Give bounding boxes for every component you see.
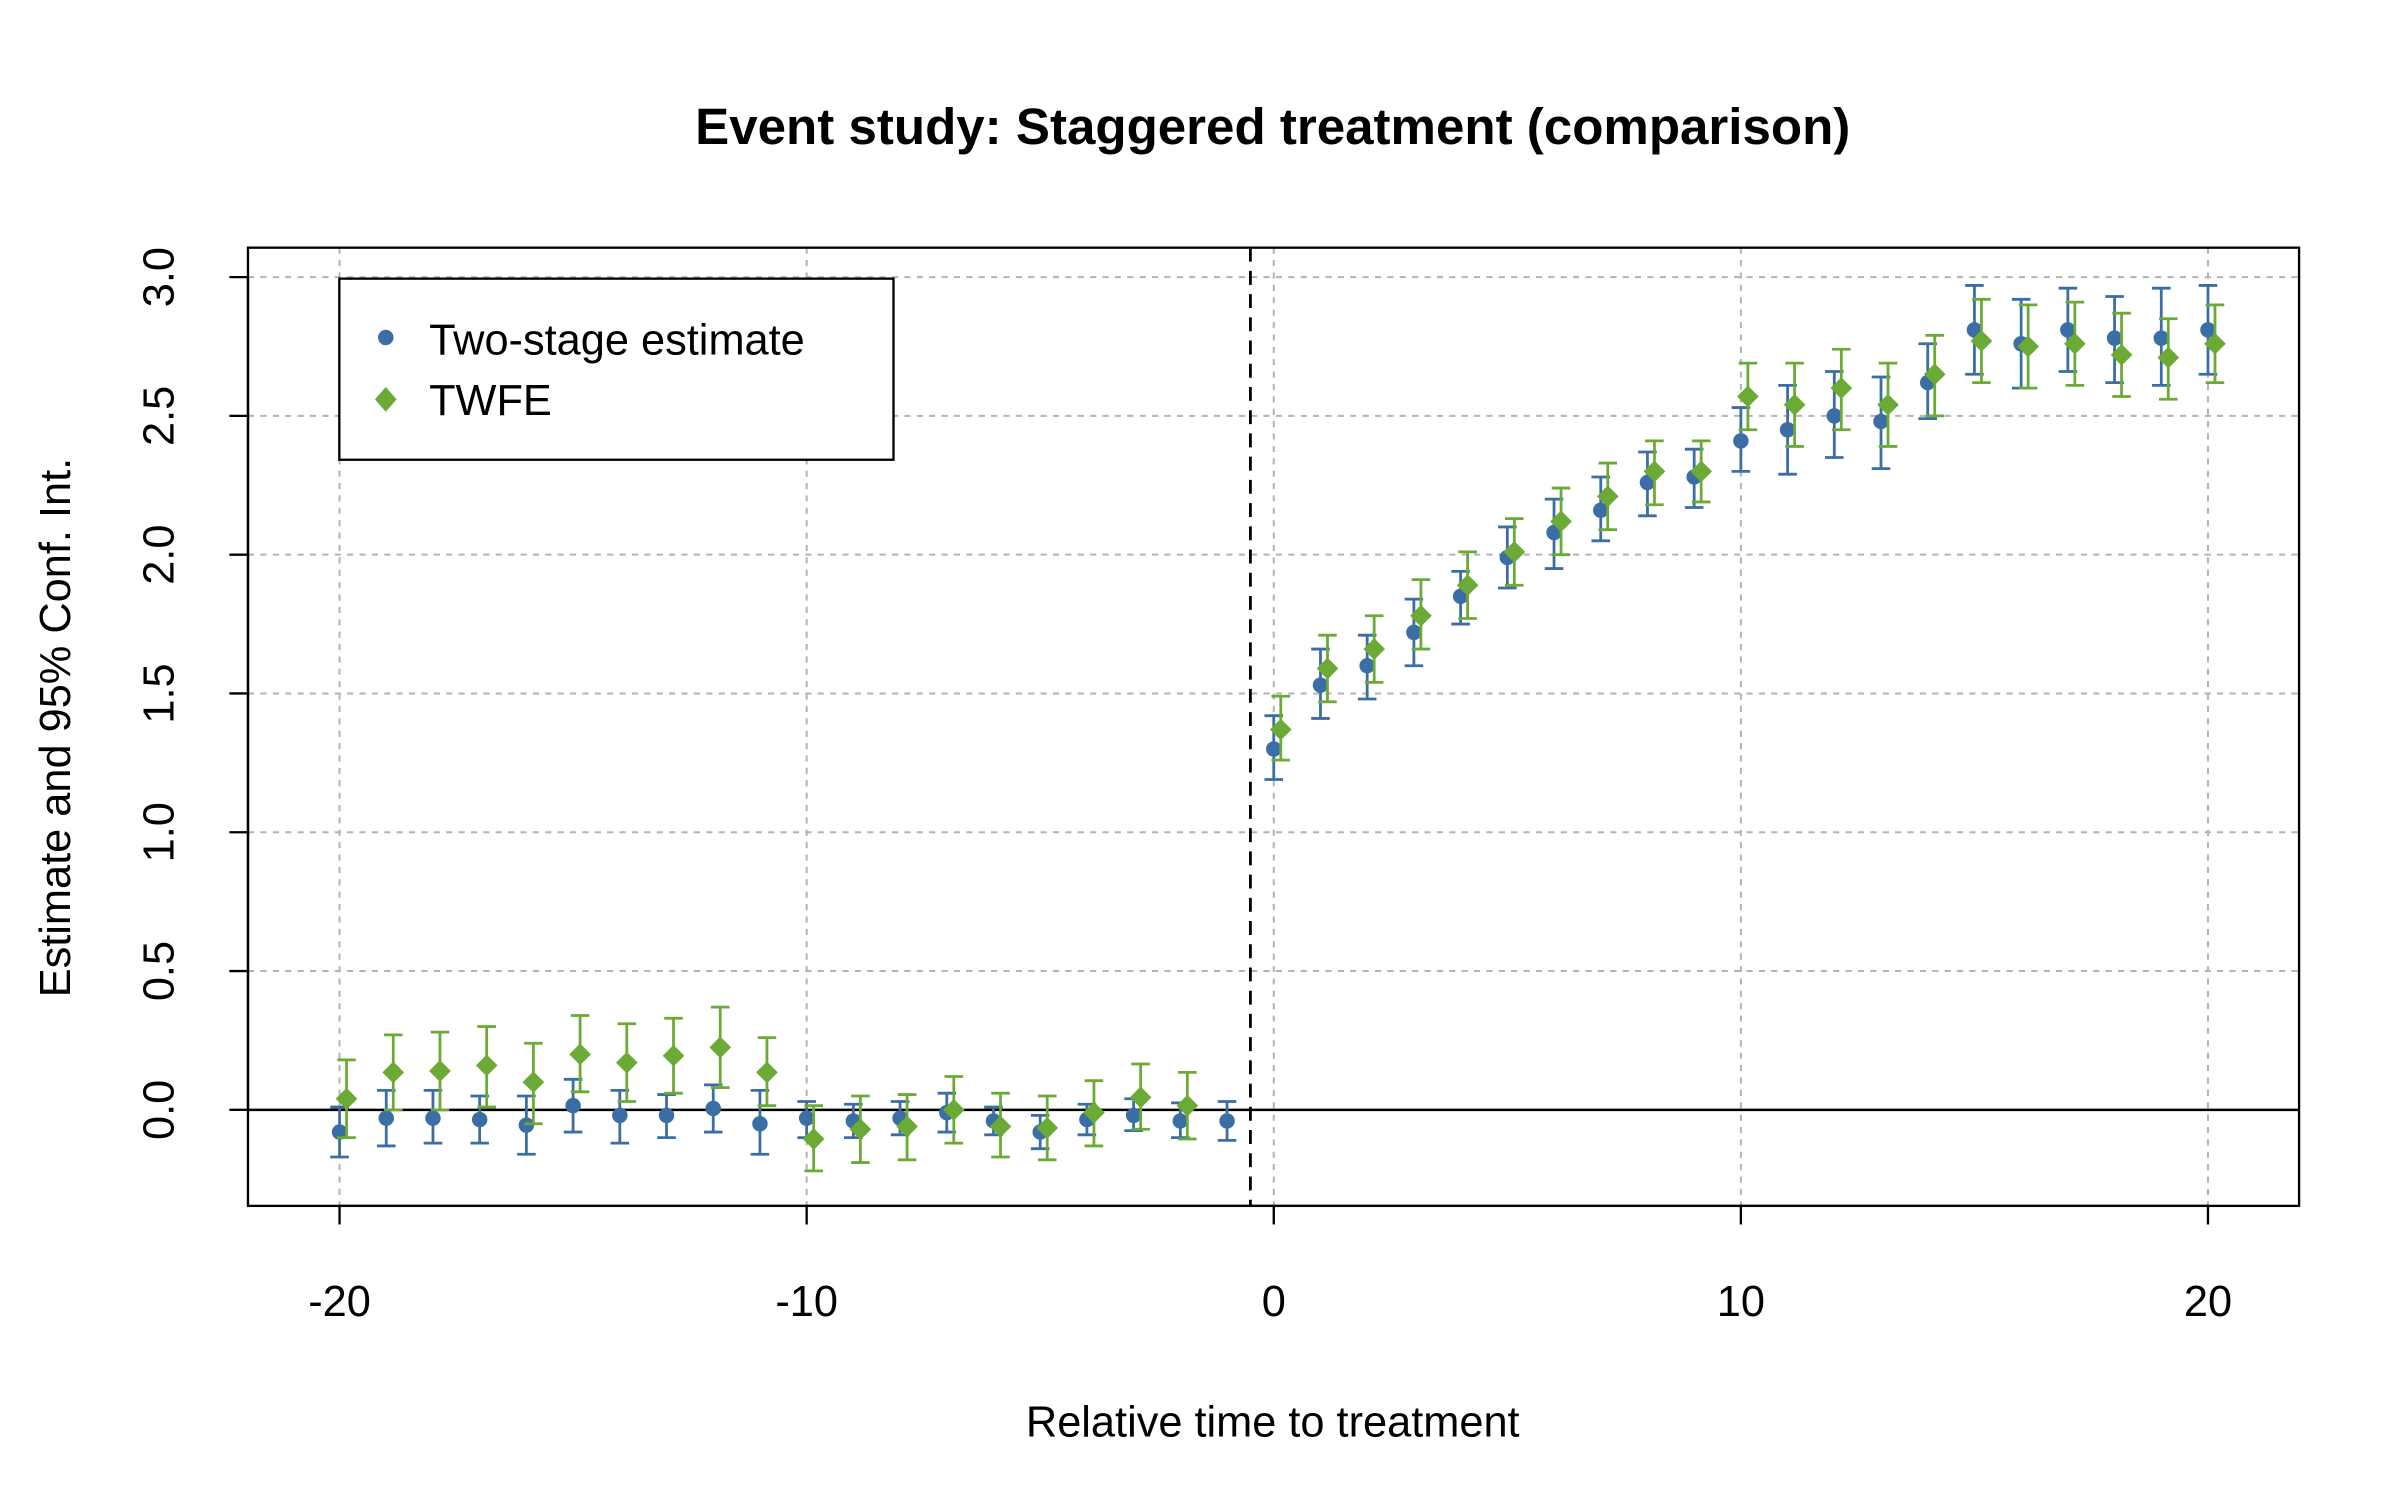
chart-title: Event study: Staggered treatment (compar…: [695, 98, 1850, 155]
data-point: [2017, 335, 2039, 358]
y-tick-label: 2.5: [136, 386, 184, 446]
data-point: [1737, 385, 1759, 408]
x-tick-label: 20: [2184, 1278, 2232, 1326]
data-point: [1593, 502, 1609, 519]
data-point: [989, 1115, 1012, 1138]
data-point: [849, 1118, 872, 1141]
y-tick-label: 2.0: [136, 525, 184, 585]
legend-marker-twfe: [374, 386, 397, 412]
data-point: [1877, 393, 1899, 416]
data-point: [331, 1124, 348, 1140]
x-axis: -20 -10 0 10 20: [308, 1204, 2232, 1326]
y-tick-label: 1.0: [136, 802, 184, 862]
data-point: [1970, 330, 1993, 352]
data-point: [1172, 1113, 1189, 1129]
data-point: [615, 1051, 638, 1074]
data-point: [2106, 330, 2123, 346]
data-point: [612, 1107, 628, 1124]
data-point: [1269, 718, 1292, 741]
data-point: [1125, 1107, 1142, 1124]
reference-lines: [247, 247, 2300, 1206]
data-point: [658, 1107, 675, 1124]
data-point: [1503, 541, 1526, 563]
data-point: [1826, 408, 1843, 424]
legend-marker-two-stage: [378, 329, 394, 346]
data-marks: [330, 284, 2226, 1173]
data-point: [2060, 322, 2076, 338]
data-point: [1456, 574, 1479, 597]
data-point: [1083, 1101, 1105, 1124]
legend-label-twfe: TWFE: [429, 377, 552, 425]
data-point: [522, 1071, 545, 1093]
y-tick-label: 3.0: [136, 247, 184, 307]
y-tick-label: 0.0: [136, 1080, 184, 1140]
data-point: [942, 1099, 965, 1121]
data-point: [662, 1044, 685, 1067]
data-point: [1550, 510, 1572, 533]
data-point: [1359, 657, 1375, 674]
data-point: [1779, 422, 1796, 438]
data-point: [1873, 413, 1889, 430]
data-point: [1176, 1094, 1199, 1117]
data-point: [1406, 624, 1422, 641]
x-tick-label: -20: [308, 1278, 371, 1326]
data-point: [1363, 638, 1386, 660]
data-point: [382, 1061, 405, 1084]
data-point: [1219, 1113, 1235, 1129]
data-point: [1316, 657, 1339, 680]
y-tick-label: 0.5: [136, 941, 184, 1001]
data-point: [802, 1128, 825, 1150]
data-point: [565, 1097, 581, 1114]
data-point: [756, 1061, 778, 1084]
data-point: [1733, 433, 1749, 449]
data-point: [1596, 485, 1619, 508]
data-point: [1266, 741, 1282, 757]
y-axis-label: Estimate and 95% Conf. Int.: [32, 458, 80, 998]
data-point: [1643, 460, 1666, 483]
data-point: [1036, 1117, 1059, 1139]
data-point: [569, 1043, 591, 1066]
data-point: [2200, 322, 2216, 338]
data-point: [709, 1036, 732, 1059]
x-tick-label: 10: [1717, 1278, 1765, 1326]
y-axis: 0.0 0.5 1.0 1.5 2.0 2.5 3.0: [136, 247, 250, 1140]
data-point: [1410, 604, 1432, 627]
data-point: [798, 1110, 815, 1126]
x-tick-label: -10: [775, 1278, 838, 1326]
data-point: [896, 1115, 918, 1138]
legend: Two-stage estimate TWFE: [338, 277, 895, 461]
legend-label-two-stage: Two-stage estimate: [429, 316, 805, 364]
data-point: [1923, 363, 1946, 386]
x-tick-label: 0: [1262, 1278, 1286, 1326]
data-point: [705, 1100, 721, 1117]
data-point: [335, 1087, 358, 1110]
series-twfe: [335, 297, 2226, 1173]
data-point: [1783, 393, 1806, 416]
data-point: [2153, 330, 2170, 346]
data-point: [1690, 460, 1713, 483]
data-point: [1312, 677, 1329, 693]
legend-box: [338, 277, 895, 461]
y-tick-label: 1.5: [136, 663, 184, 723]
x-axis-label: Relative time to treatment: [1026, 1399, 1520, 1447]
data-point: [1129, 1086, 1152, 1109]
data-point: [378, 1110, 394, 1126]
data-point: [2157, 346, 2180, 369]
data-point: [425, 1110, 441, 1126]
data-point: [752, 1115, 768, 1132]
data-point: [471, 1111, 488, 1128]
data-point: [475, 1054, 498, 1077]
data-point: [429, 1060, 451, 1082]
data-point: [2110, 343, 2133, 366]
